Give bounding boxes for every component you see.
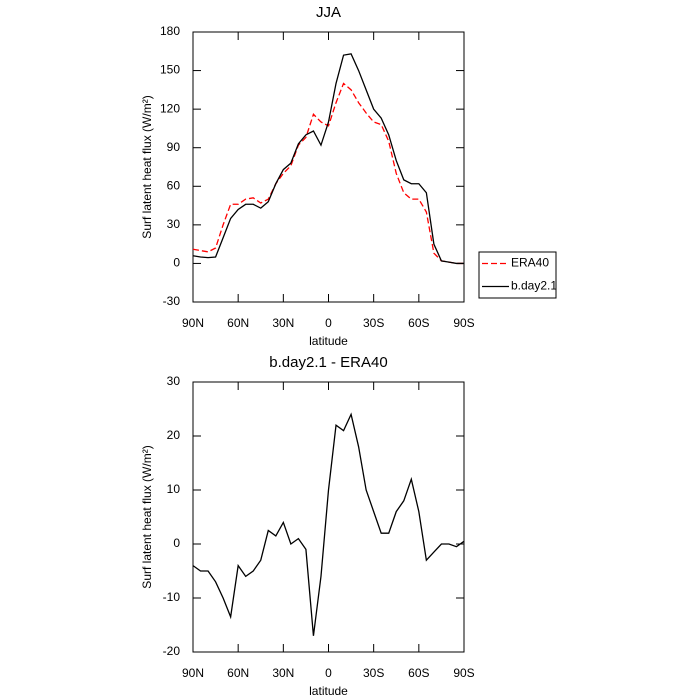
- legend-label: b.day2.1: [511, 279, 557, 293]
- y-tick-label: 10: [167, 482, 181, 496]
- data-line: [192, 53, 464, 265]
- x-tick-label: 90S: [453, 316, 474, 330]
- y-tick-label: -30: [163, 294, 181, 308]
- y-tick-label: 30: [167, 374, 181, 388]
- y-tick-label: -20: [163, 644, 181, 658]
- x-tick-label: 60N: [227, 316, 249, 330]
- plot-frame: [192, 381, 465, 653]
- y-tick-label: 150: [160, 63, 180, 77]
- x-tick-label: 90N: [182, 666, 204, 680]
- legend-box: [478, 251, 557, 299]
- y-tick-label: 30: [167, 217, 181, 231]
- y-tick-label: 120: [160, 101, 180, 115]
- legend-label: ERA40: [511, 256, 549, 270]
- y-tick-label: 90: [167, 140, 181, 154]
- x-tick-label: 60S: [408, 666, 429, 680]
- data-line: [192, 412, 465, 636]
- x-tick-label: 30S: [363, 316, 384, 330]
- y-tick-label: 180: [160, 24, 180, 38]
- chart-title: b.day2.1 - ERA40: [269, 354, 387, 371]
- x-tick-label: 60S: [408, 316, 429, 330]
- y-tick-label: 20: [167, 428, 181, 442]
- x-tick-label: 0: [325, 316, 332, 330]
- x-axis-label: latitude: [309, 334, 348, 348]
- y-axis-label: Surf latent heat flux (W/m²): [140, 445, 154, 588]
- y-axis-label: Surf latent heat flux (W/m²): [140, 95, 154, 238]
- y-tick-label: 60: [167, 178, 181, 192]
- data-line: [192, 82, 464, 265]
- x-tick-label: 90N: [182, 316, 204, 330]
- plot-frame: [192, 31, 465, 303]
- y-tick-label: -10: [163, 590, 181, 604]
- x-axis-label: latitude: [309, 684, 348, 698]
- x-tick-label: 0: [325, 666, 332, 680]
- x-tick-label: 60N: [227, 666, 249, 680]
- x-tick-label: 30N: [272, 666, 294, 680]
- x-tick-label: 90S: [453, 666, 474, 680]
- x-tick-label: 30S: [363, 666, 384, 680]
- y-tick-label: 0: [173, 256, 180, 270]
- y-tick-label: 0: [173, 536, 180, 550]
- chart-title: JJA: [316, 4, 341, 21]
- x-tick-label: 30N: [272, 316, 294, 330]
